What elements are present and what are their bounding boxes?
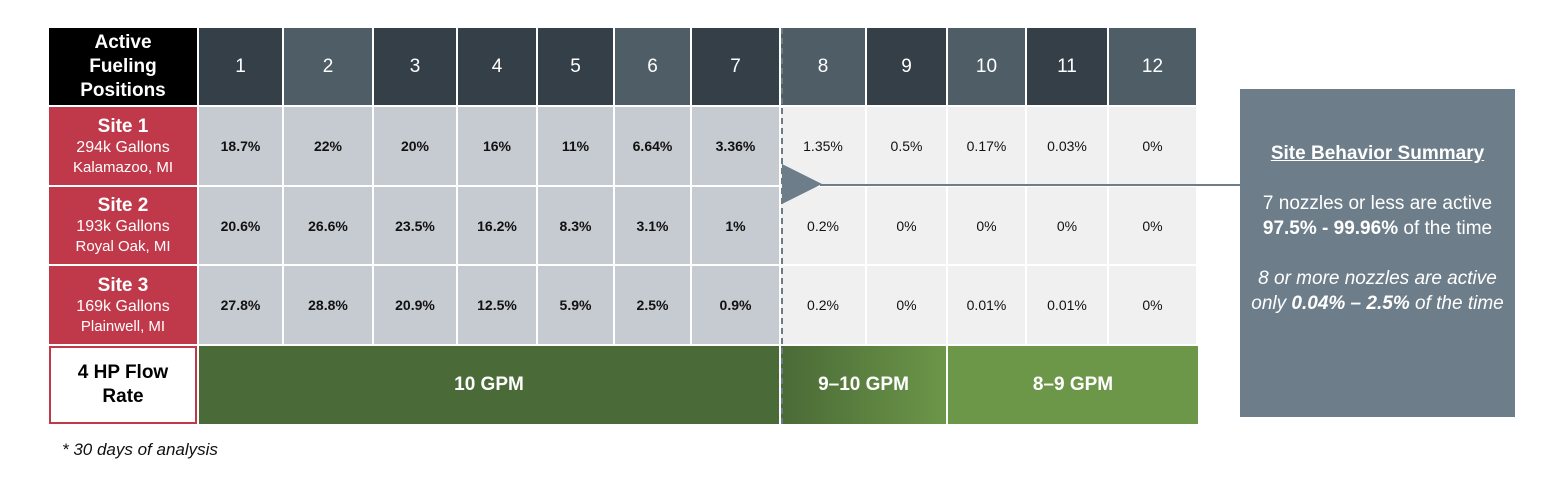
table-cell: 3.1% <box>615 187 690 264</box>
table-cell: 0% <box>867 266 946 344</box>
column-header-1: 1 <box>199 28 282 105</box>
table-cell: 0.01% <box>948 266 1025 344</box>
column-header-11: 11 <box>1027 28 1107 105</box>
site-header-2: Site 2 193k Gallons Royal Oak, MI <box>49 187 197 264</box>
table-cell: 18.7% <box>199 107 282 185</box>
column-header-9: 9 <box>867 28 946 105</box>
flow-rate-label: 4 HP Flow Rate <box>49 346 197 424</box>
table-cell: 0.2% <box>781 187 865 264</box>
column-header-8: 8 <box>781 28 865 105</box>
summary-paragraph-2: 8 or more nozzles are active only 0.04% … <box>1251 268 1504 314</box>
column-header-6: 6 <box>615 28 690 105</box>
table-cell: 27.8% <box>199 266 282 344</box>
table-cell: 0.5% <box>867 107 946 185</box>
table-cell: 0.03% <box>1027 107 1107 185</box>
table-cell: 20% <box>374 107 456 185</box>
table-cell: 16% <box>458 107 536 185</box>
table-cell: 28.8% <box>284 266 372 344</box>
column-header-3: 3 <box>374 28 456 105</box>
summary-paragraph-1: 7 nozzles or less are active 97.5% - 99.… <box>1262 193 1493 239</box>
table-cell: 0.01% <box>1027 266 1107 344</box>
table-cell: 0.2% <box>781 266 865 344</box>
site-location: Royal Oak, MI <box>75 238 171 255</box>
table-cell: 0% <box>1027 187 1107 264</box>
table-cell: 1% <box>692 187 779 264</box>
site-behavior-summary: Site Behavior Summary 7 nozzles or less … <box>1240 89 1515 417</box>
corner-header-line: Fueling <box>89 55 157 77</box>
table-cell: 23.5% <box>374 187 456 264</box>
table-cell: 0.9% <box>692 266 779 344</box>
site-header-1: Site 1 294k Gallons Kalamazoo, MI <box>49 107 197 185</box>
site-gallons: 193k Gallons <box>76 218 170 235</box>
table-cell: 12.5% <box>458 266 536 344</box>
table-cell: 0% <box>867 187 946 264</box>
table-cell: 20.6% <box>199 187 282 264</box>
table-cell: 22% <box>284 107 372 185</box>
corner-header-line: Positions <box>80 79 166 101</box>
table-cell: 20.9% <box>374 266 456 344</box>
site-name: Site 2 <box>97 195 149 216</box>
corner-header: Active Fueling Positions <box>49 28 197 105</box>
site-location: Plainwell, MI <box>80 317 166 335</box>
flow-band-1: 10 GPM <box>199 346 779 424</box>
site-gallons: 169k Gallons <box>76 297 170 315</box>
flow-rate-label-line: Rate <box>102 386 144 407</box>
corner-header-line: Active <box>94 31 152 53</box>
table-cell: 26.6% <box>284 187 372 264</box>
column-header-12: 12 <box>1109 28 1196 105</box>
column-header-7: 7 <box>692 28 779 105</box>
table-cell: 3.36% <box>692 107 779 185</box>
flow-band-3: 8–9 GPM <box>948 346 1198 424</box>
table-cell: 0% <box>1109 187 1196 264</box>
table-cell: 0% <box>948 187 1025 264</box>
table-cell: 8.3% <box>538 187 613 264</box>
column-header-5: 5 <box>538 28 613 105</box>
table-cell: 2.5% <box>615 266 690 344</box>
column-header-2: 2 <box>284 28 372 105</box>
site-location: Kalamazoo, MI <box>72 158 174 176</box>
table-cell: 5.9% <box>538 266 613 344</box>
table-cell: 16.2% <box>458 187 536 264</box>
site-name: Site 1 <box>97 115 149 137</box>
column-header-4: 4 <box>458 28 536 105</box>
flow-band-2: 9–10 GPM <box>781 346 946 424</box>
table-cell: 6.64% <box>615 107 690 185</box>
site-header-3: Site 3 169k Gallons Plainwell, MI <box>49 266 197 344</box>
table-cell: 0.17% <box>948 107 1025 185</box>
pointer-arrow-icon <box>782 164 822 204</box>
footnote: * 30 days of analysis <box>62 440 218 459</box>
pointer-line <box>820 184 1240 186</box>
column-7-8-divider <box>781 28 783 424</box>
table-cell: 11% <box>538 107 613 185</box>
column-header-10: 10 <box>948 28 1025 105</box>
summary-title: Site Behavior Summary <box>1270 143 1485 164</box>
table-cell: 0% <box>1109 107 1196 185</box>
site-name: Site 3 <box>97 274 149 296</box>
site-gallons: 294k Gallons <box>76 138 170 156</box>
table-cell: 0% <box>1109 266 1196 344</box>
flow-rate-label-line: 4 HP Flow <box>77 362 169 383</box>
